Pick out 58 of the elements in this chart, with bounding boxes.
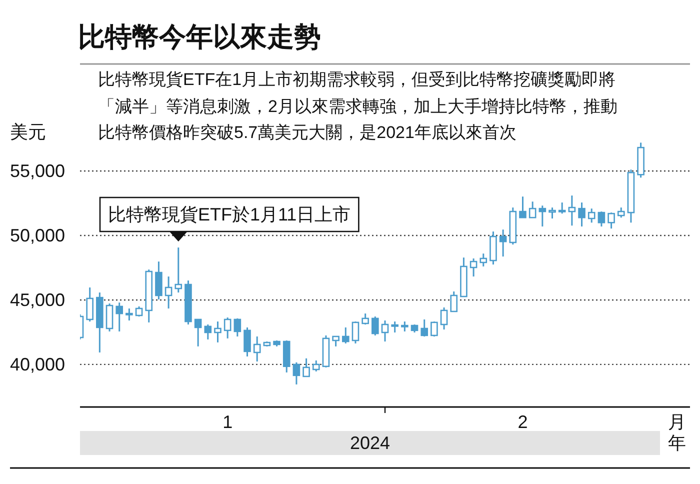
x-tick-label: 2	[518, 412, 528, 432]
candlestick	[558, 202, 566, 214]
candlestick	[352, 320, 360, 344]
candlestick	[588, 208, 596, 224]
x-axis-title: 月	[668, 412, 686, 432]
candlestick	[312, 360, 320, 372]
candlestick	[126, 308, 133, 322]
candlestick	[135, 306, 143, 318]
candlestick	[568, 194, 576, 226]
candlestick	[538, 204, 546, 228]
candlestick	[381, 320, 389, 342]
candlestick	[470, 258, 478, 278]
candlestick	[430, 320, 438, 338]
candlestick	[116, 302, 124, 332]
y-tick-label: 45,000	[10, 290, 66, 310]
candlestick	[244, 326, 251, 358]
candlestick	[450, 290, 458, 312]
candlestick	[302, 358, 310, 378]
candlestick	[372, 316, 379, 336]
y-tick-label: 40,000	[10, 354, 66, 374]
candlestick	[420, 318, 428, 338]
candlestick	[164, 276, 172, 310]
candlestick	[292, 362, 300, 386]
candlestick	[214, 320, 222, 344]
candlestick	[490, 230, 497, 266]
y-axis-title: 美元	[10, 122, 46, 142]
candlestick	[86, 286, 94, 322]
candlestick	[528, 200, 536, 218]
text: 2024	[350, 433, 390, 453]
annotation: 比特幣現貨ETF於1月11日上市	[108, 204, 351, 224]
candlestick	[204, 324, 212, 340]
text: 年	[668, 433, 686, 453]
candlestick	[548, 206, 556, 220]
annotation: 比特幣現貨ETF在1月上市初期需求較弱，但受到比特幣挖礦獎勵即將「減半」等消息刺激，2月以來需求轉強，加上大手增持比特幣，推動比特幣價格昨突破5.7萬美元大關，是2021年底以來首次	[98, 69, 618, 144]
candlestick	[174, 246, 182, 294]
candlestick	[362, 312, 369, 326]
candlestick	[598, 210, 606, 228]
y-tick-label: 50,000	[10, 226, 66, 246]
candlestick	[480, 252, 488, 268]
candlestick	[342, 326, 350, 344]
candlestick	[332, 336, 340, 348]
candlestick	[253, 336, 261, 362]
x-tick-label: 1	[222, 412, 233, 432]
candlestick	[234, 318, 242, 338]
candlestick	[617, 206, 625, 218]
candlestick	[440, 306, 448, 330]
candlestick	[194, 318, 202, 348]
candlestick	[578, 202, 586, 228]
candlestick	[401, 320, 408, 332]
y-tick-label: 55,000	[10, 161, 66, 182]
chart-title: 比特幣今年以來走勢	[78, 22, 321, 52]
candlestick	[499, 228, 507, 258]
candlestick	[391, 320, 398, 334]
candlestick	[224, 316, 232, 340]
candlestick	[519, 196, 526, 218]
candlestick	[608, 212, 615, 230]
candlestick	[106, 302, 114, 332]
candlestick	[155, 260, 162, 300]
